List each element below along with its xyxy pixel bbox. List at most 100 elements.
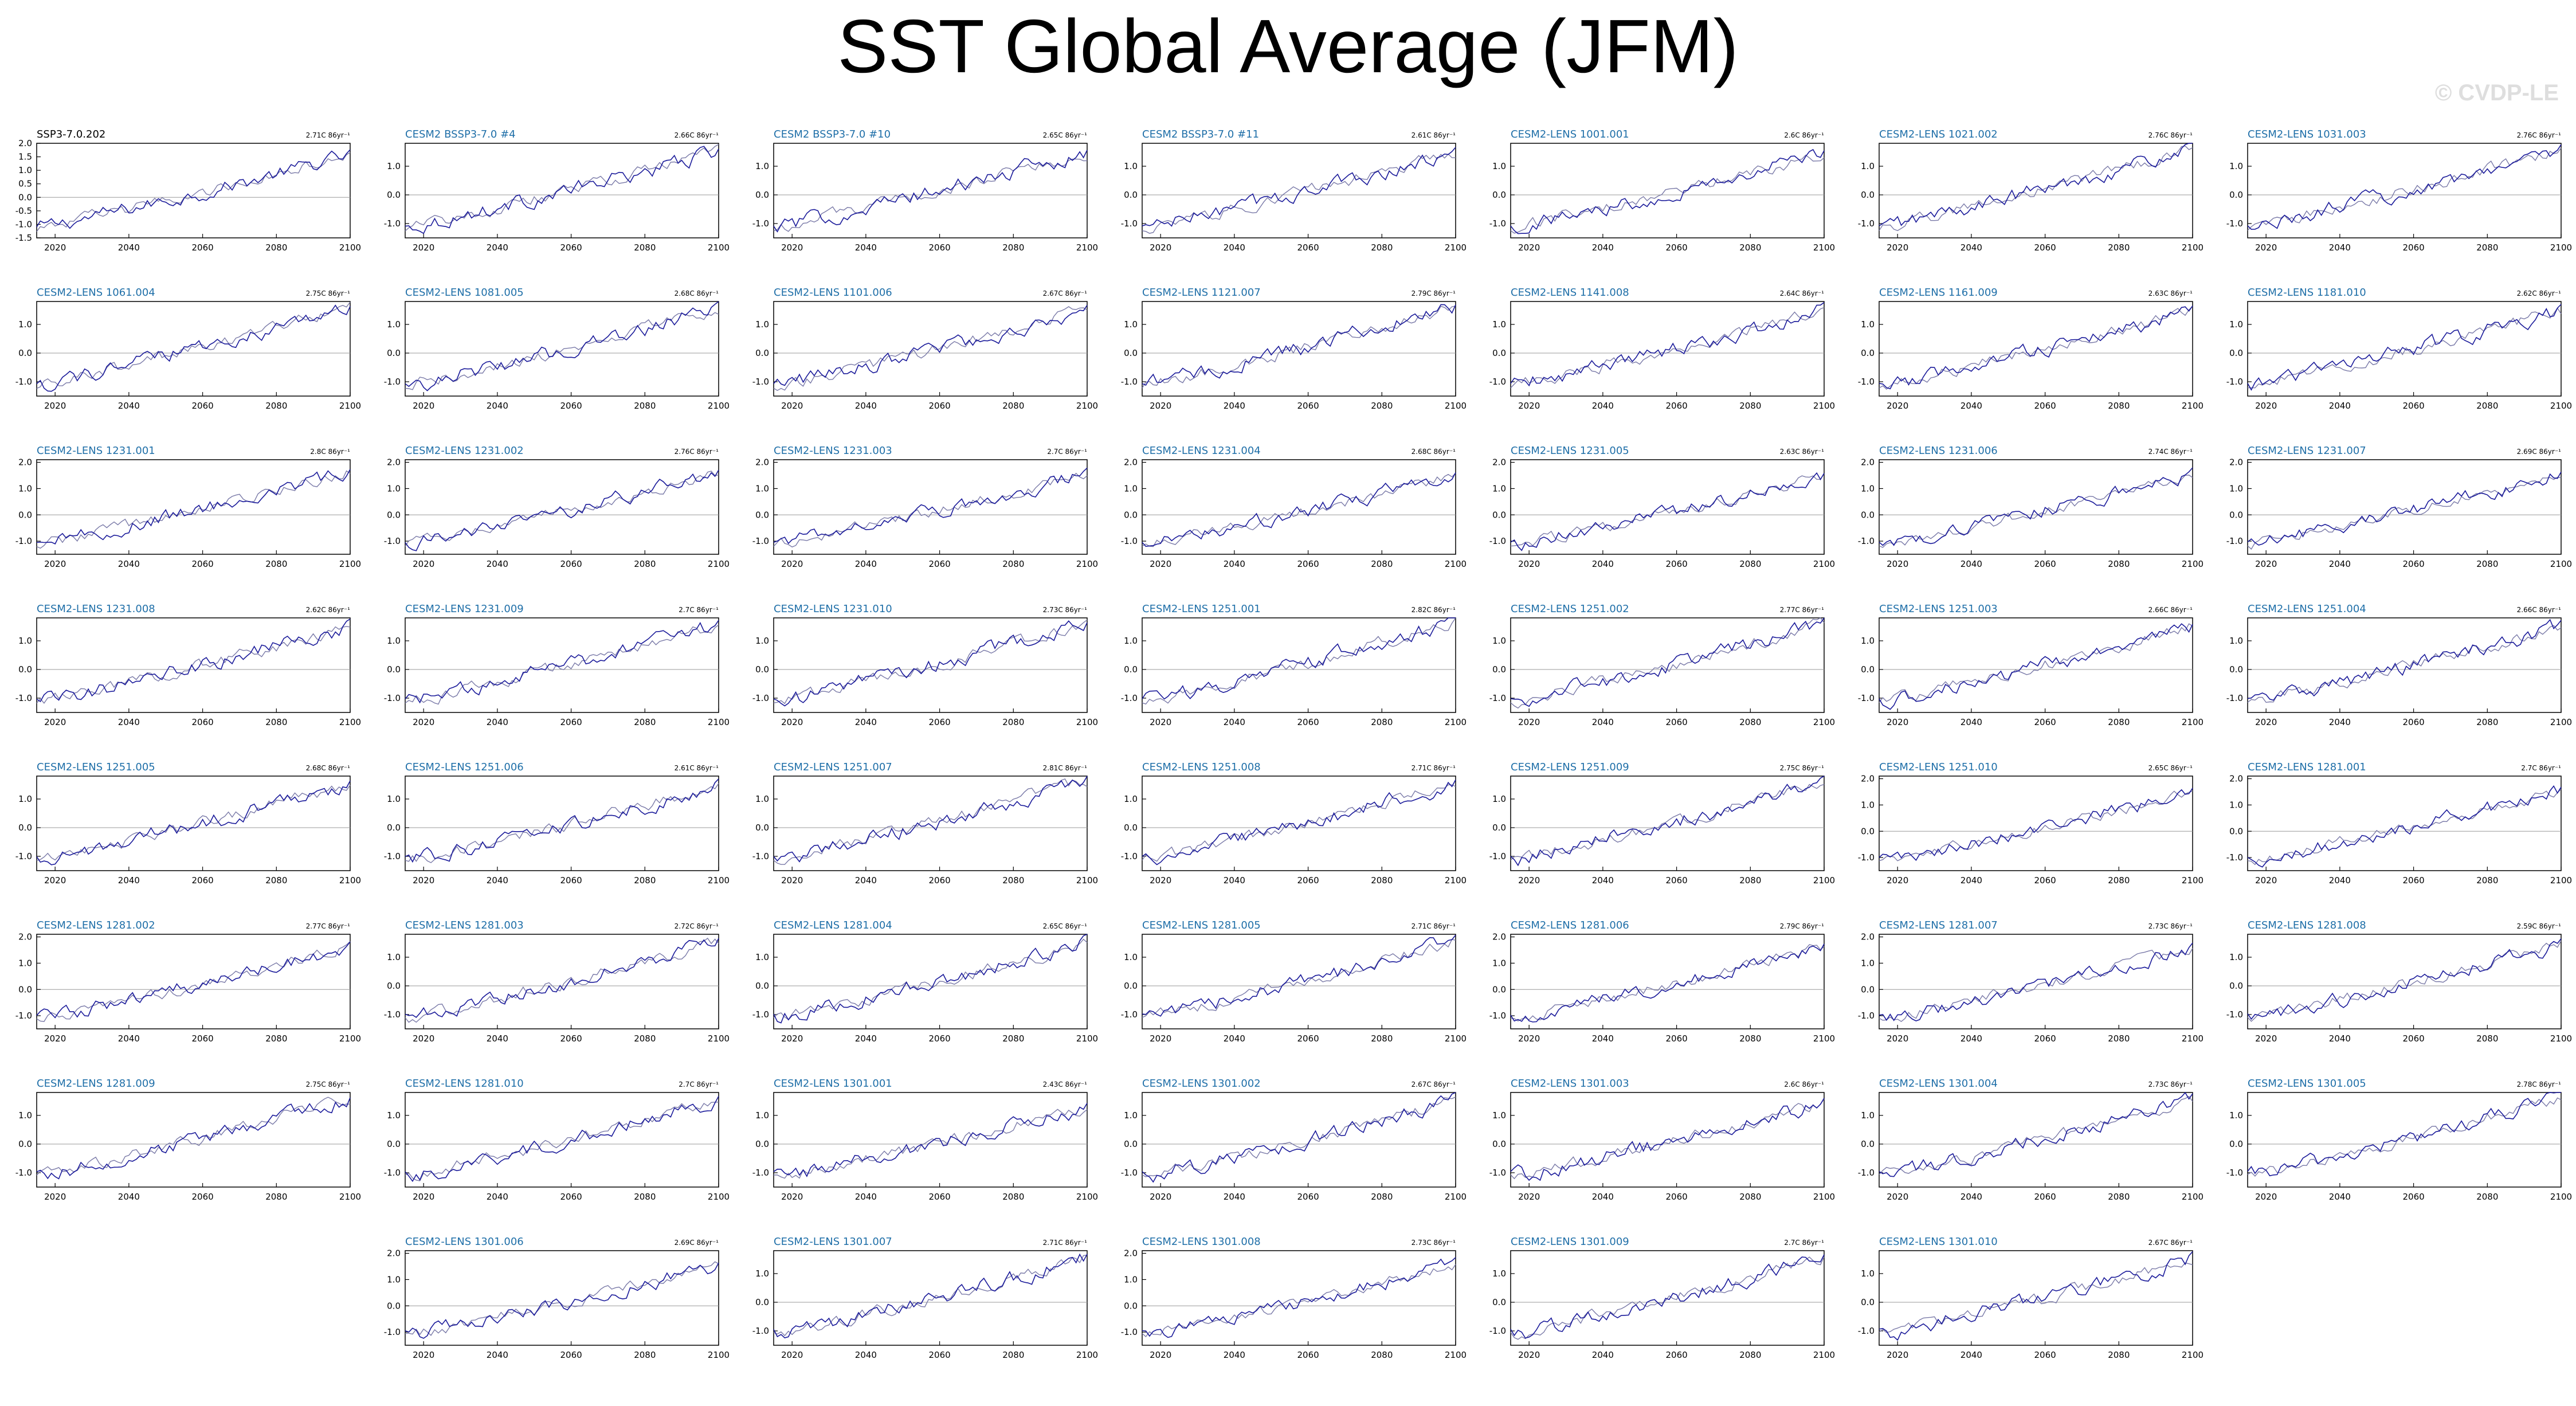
x-tick-label: 2060 [2402, 242, 2424, 253]
x-tick-label: 2060 [928, 1033, 950, 1044]
panel-label: CESM2-LENS 1251.004 [2248, 603, 2366, 615]
y-tick-label: -1.0 [15, 1011, 32, 1021]
x-tick-label: 2040 [1592, 242, 1614, 253]
y-tick-label: 1.0 [1492, 636, 1506, 646]
x-tick-label: 2040 [118, 242, 140, 253]
y-tick-label: -1.0 [15, 377, 32, 387]
panel-trend: 2.71C 86yr⁻¹ [1411, 764, 1456, 772]
x-tick-label: 2080 [634, 1033, 656, 1044]
x-tick-label: 2040 [1224, 717, 1245, 727]
x-tick-label: 2080 [265, 242, 287, 253]
y-tick-label: 1.0 [387, 161, 401, 171]
series-line-primary [2247, 304, 2562, 391]
watermark: © CVDP-LE [2434, 80, 2559, 105]
x-tick-label: 2100 [339, 401, 361, 411]
panel: CESM2-LENS 1251.006 2.61C 86yr⁻¹ 1.0 0.0 -1.… [384, 761, 730, 886]
panel: CESM2-LENS 1101.006 2.67C 86yr⁻¹ 1.0 0.0 -1.… [752, 287, 1098, 411]
x-tick-label: 2060 [1297, 1350, 1319, 1360]
plot-frame [2247, 617, 2562, 713]
y-tick-label: 0.0 [387, 981, 401, 991]
series-line-secondary [773, 158, 1088, 232]
series-line-primary [1879, 942, 2193, 1021]
panel-label: CESM2-LENS 1251.001 [1142, 603, 1261, 615]
x-tick-label: 2080 [2476, 401, 2498, 411]
x-tick-label: 2080 [1739, 1192, 1761, 1202]
x-tick-label: 2040 [1224, 559, 1245, 569]
y-tick-label: 0.0 [1124, 981, 1138, 991]
panel: CESM2-LENS 1231.007 2.69C 86yr⁻¹ 2.0 1.0 0.0… [2226, 445, 2572, 569]
x-tick-label: 2020 [1887, 1350, 1908, 1360]
series-line-secondary [1879, 623, 2193, 703]
y-tick-label: 0.0 [2229, 664, 2243, 675]
y-tick-label: -1.0 [384, 693, 401, 703]
panel-label: CESM2-LENS 1251.008 [1142, 761, 1261, 773]
x-tick-label: 2040 [2329, 242, 2351, 253]
x-tick-label: 2100 [339, 1192, 361, 1202]
y-tick-label: 2.0 [18, 138, 32, 148]
y-tick-label: -1.0 [752, 693, 769, 703]
x-tick-label: 2080 [2108, 1350, 2130, 1360]
x-tick-label: 2100 [1445, 401, 1467, 411]
series-line-primary [773, 776, 1088, 863]
x-tick-label: 2020 [781, 401, 803, 411]
x-tick-label: 2040 [855, 242, 877, 253]
x-tick-label: 2040 [1961, 875, 1982, 886]
x-tick-label: 2040 [487, 1350, 508, 1360]
x-tick-label: 2020 [781, 717, 803, 727]
x-tick-label: 2100 [2550, 1192, 2572, 1202]
x-tick-label: 2060 [928, 559, 950, 569]
series-line-primary [2247, 938, 2562, 1020]
y-tick-label: 0.0 [387, 823, 401, 833]
panel-trend: 2.69C 86yr⁻¹ [2517, 448, 2562, 456]
panel-label: CESM2-LENS 1301.003 [1511, 1078, 1629, 1090]
series-line-primary [1142, 304, 1456, 386]
plot-frame [1879, 934, 2193, 1029]
plot-frame [405, 617, 719, 713]
series-line-secondary [1510, 784, 1825, 861]
y-tick-label: -1.0 [384, 851, 401, 861]
x-tick-label: 2100 [1076, 242, 1098, 253]
x-tick-label: 2020 [44, 559, 66, 569]
y-tick-label: -1.0 [1489, 1011, 1506, 1021]
x-tick-label: 2020 [1518, 875, 1540, 886]
x-tick-label: 2020 [44, 717, 66, 727]
y-tick-label: 0.0 [2229, 510, 2243, 520]
x-tick-label: 2080 [1002, 242, 1024, 253]
panel-label: CESM2-LENS 1231.001 [37, 445, 155, 457]
x-tick-label: 2060 [1297, 1192, 1319, 1202]
x-tick-label: 2080 [2476, 1033, 2498, 1044]
y-tick-label: 1.0 [1124, 952, 1138, 962]
x-tick-label: 2100 [708, 717, 730, 727]
y-tick-label: 1.0 [2229, 161, 2243, 171]
plot-frame [36, 776, 351, 871]
plot-frame [36, 617, 351, 713]
plot-frame [1510, 1250, 1825, 1346]
series-line-primary [1510, 302, 1825, 387]
y-tick-label: -1.0 [1489, 1326, 1506, 1336]
y-tick-label: 2.0 [1492, 457, 1506, 468]
plot-frame [405, 301, 719, 397]
series-line-secondary [1142, 784, 1456, 862]
y-tick-label: 1.0 [1861, 958, 1875, 968]
series-line-primary [773, 467, 1088, 545]
y-tick-label: 1.0 [387, 952, 401, 962]
panel-label: CESM2-LENS 1181.010 [2248, 287, 2366, 299]
panel-trend: 2.6C 86yr⁻¹ [1784, 131, 1824, 139]
y-tick-label: 2.0 [2229, 457, 2243, 468]
panel-trend: 2.78C 86yr⁻¹ [2517, 1080, 2562, 1088]
series-line-secondary [2247, 1097, 2562, 1177]
x-tick-label: 2080 [634, 559, 656, 569]
x-tick-label: 2080 [1739, 1033, 1761, 1044]
series-line-secondary [36, 941, 351, 1022]
x-tick-label: 2080 [1002, 401, 1024, 411]
plot-frame [2247, 143, 2562, 238]
x-tick-label: 2080 [2476, 242, 2498, 253]
series-line-secondary [36, 152, 351, 232]
x-tick-label: 2040 [1592, 1192, 1614, 1202]
x-tick-label: 2020 [1887, 1033, 1908, 1044]
panel-trend: 2.67C 86yr⁻¹ [2148, 1239, 2193, 1247]
x-tick-label: 2080 [265, 1192, 287, 1202]
x-tick-label: 2100 [2182, 401, 2203, 411]
y-tick-label: 2.0 [1124, 457, 1138, 468]
series-line-secondary [405, 1102, 719, 1181]
